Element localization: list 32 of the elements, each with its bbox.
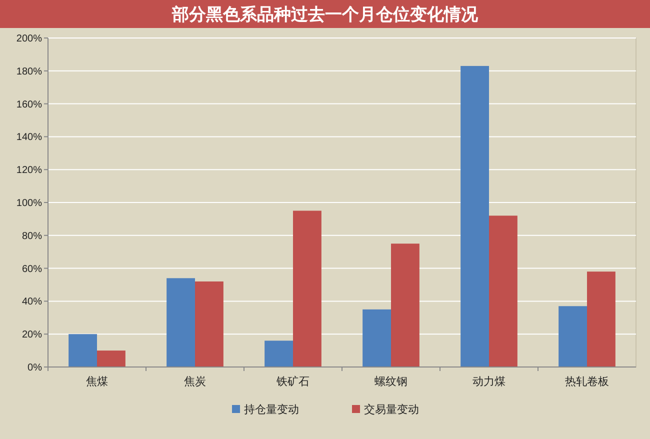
bar <box>489 216 518 367</box>
bar <box>264 340 293 367</box>
y-tick-label: 80% <box>22 230 42 242</box>
y-tick-label: 40% <box>22 296 42 308</box>
bar <box>362 309 391 367</box>
y-tick-label: 0% <box>28 362 42 374</box>
chart-title: 部分黑色系品种过去一个月仓位变化情况 <box>171 5 479 25</box>
x-tick-label: 焦煤 <box>86 376 108 388</box>
bar <box>391 244 420 367</box>
bar <box>97 350 126 367</box>
y-tick-label: 20% <box>22 330 42 341</box>
x-tick-label: 铁矿石 <box>276 375 310 388</box>
y-tick-label: 160% <box>16 99 42 110</box>
x-tick-label: 热轧卷板 <box>565 376 609 388</box>
y-tick-label: 100% <box>16 198 42 209</box>
bar <box>166 278 195 367</box>
bar <box>460 66 489 367</box>
x-tick-label: 螺纹钢 <box>374 375 408 388</box>
x-tick-label: 焦炭 <box>184 375 206 388</box>
legend-label: 交易量变动 <box>364 402 419 416</box>
y-tick-label: 60% <box>22 264 42 275</box>
bar <box>558 306 587 367</box>
y-tick-label: 180% <box>16 66 42 78</box>
bar <box>68 334 97 367</box>
legend-label: 持仓量变动 <box>244 402 299 416</box>
bar <box>293 210 322 367</box>
y-tick-label: 200% <box>16 34 42 44</box>
x-tick-label: 动力煤 <box>472 375 506 388</box>
bar <box>587 272 616 367</box>
y-tick-label: 140% <box>16 132 42 144</box>
y-tick-label: 120% <box>16 165 42 176</box>
bar <box>195 281 224 367</box>
